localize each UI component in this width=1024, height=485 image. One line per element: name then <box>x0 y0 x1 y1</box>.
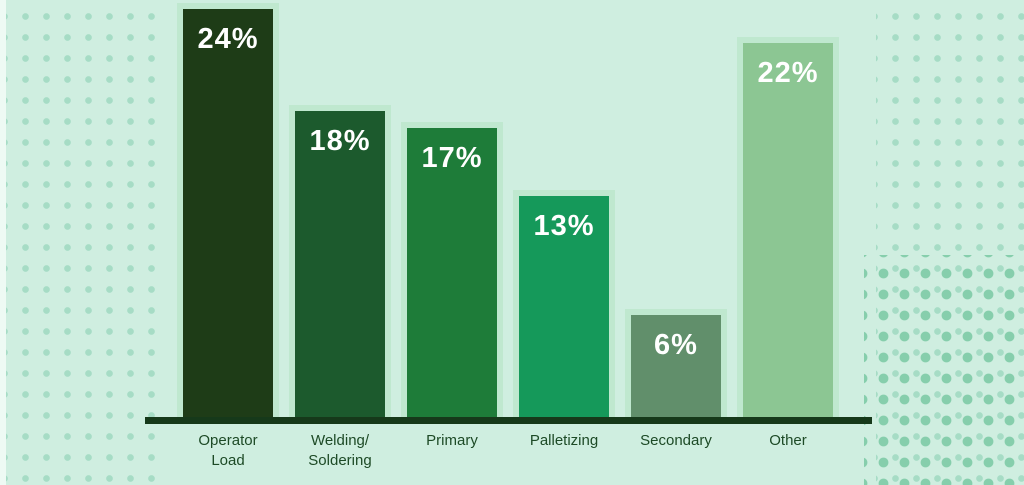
category-label-palletizing: Palletizing <box>529 432 599 449</box>
bar-fill-welding-soldering <box>295 111 385 417</box>
bar-value-label-secondary: 6% <box>654 329 698 361</box>
halftone-dots-right <box>876 0 1024 485</box>
bar-primary: 17% <box>401 122 503 417</box>
bar-palletizing: 13% <box>513 190 615 417</box>
category-labels-row: Operator Load Welding/ Soldering Primary Pa… <box>183 431 833 471</box>
halftone-dots-left <box>6 0 166 485</box>
bar-value-label-welding-soldering: 18% <box>309 125 371 157</box>
left-edge-strip <box>0 0 6 485</box>
bar-secondary: 6% <box>625 309 727 417</box>
x-axis-line <box>145 417 872 424</box>
bar-chart: 24% 18% 17% 13% 6% 22% Operator Load Welding/ … <box>145 0 872 485</box>
category-label-secondary: Secondary <box>640 432 712 449</box>
bars-row: 24% 18% 17% 13% 6% 22% <box>177 0 839 417</box>
halftone-dots-corner <box>864 255 1024 485</box>
bar-welding-soldering: 18% <box>289 105 391 417</box>
bar-fill-palletizing <box>519 196 609 417</box>
category-label-welding-soldering: Welding/ Soldering <box>308 432 372 469</box>
bar-value-label-other: 22% <box>757 57 819 89</box>
category-label-primary: Primary <box>426 432 478 449</box>
bar-other: 22% <box>737 37 839 417</box>
bar-operator-load: 24% <box>177 3 279 417</box>
category-label-operator-load: Operator Load <box>198 432 258 469</box>
bar-value-label-palletizing: 13% <box>533 210 595 242</box>
bar-value-label-operator-load: 24% <box>197 23 259 55</box>
bar-fill-primary <box>407 128 497 417</box>
bar-fill-secondary <box>631 315 721 417</box>
bar-value-label-primary: 17% <box>421 142 483 174</box>
category-label-other: Other <box>769 432 807 449</box>
bar-fill-operator-load <box>183 9 273 417</box>
bar-fill-other <box>743 43 833 417</box>
